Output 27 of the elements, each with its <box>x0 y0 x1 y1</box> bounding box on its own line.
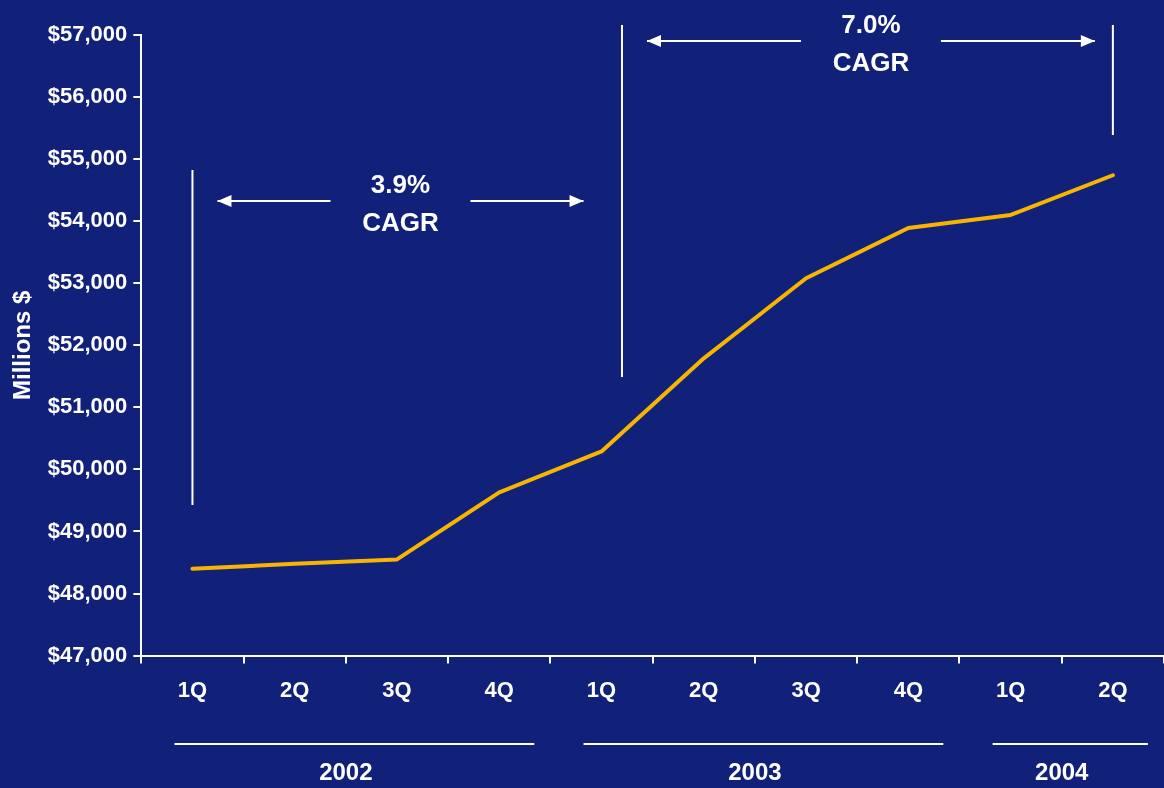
x-tick-label: 3Q <box>382 676 412 702</box>
text: 2003 <box>728 757 782 785</box>
x-tick-label: 1Q <box>995 676 1026 702</box>
y-tick-label: $53,000 <box>47 269 128 295</box>
text: 2002 <box>319 757 373 785</box>
x-tick-label: 2Q <box>689 676 719 702</box>
y-axis-title: Millions $ <box>8 289 36 400</box>
y-tick-label: $50,000 <box>47 455 128 481</box>
annotation: 7.0% CAGR <box>832 9 910 78</box>
y-tick-label: $47,000 <box>47 641 128 667</box>
y-tick-label: $57,000 <box>47 21 128 47</box>
x-tick-label: 3Q <box>791 676 821 702</box>
y-tick-label: $49,000 <box>47 517 128 543</box>
y-tick-label: $52,000 <box>47 331 128 357</box>
y-tick-label: $51,000 <box>47 393 128 419</box>
x-tick-label: 4Q <box>484 676 514 702</box>
annotation: 3.9% CAGR <box>362 169 439 238</box>
x-tick-label: 2Q <box>1098 676 1128 702</box>
x-tick-label: 4Q <box>893 676 924 702</box>
y-tick-label: $56,000 <box>47 83 128 109</box>
x-tick-label: 1Q <box>177 676 208 702</box>
y-tick-label: $54,000 <box>47 207 128 233</box>
y-tick-label: $55,000 <box>47 145 128 171</box>
text: 2004 <box>1035 757 1090 785</box>
x-tick-label: 1Q <box>586 676 617 702</box>
x-tick-label: 2Q <box>280 676 310 702</box>
y-tick-label: $48,000 <box>47 579 128 605</box>
